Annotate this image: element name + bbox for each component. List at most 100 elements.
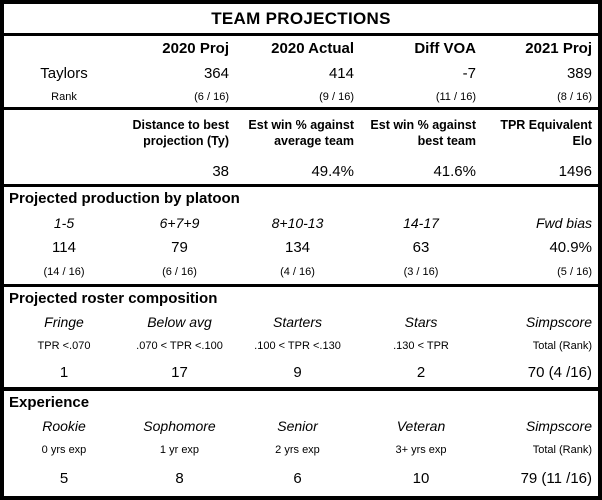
col-header-1-5: 1-5 (53, 214, 75, 231)
roster-section-title: Projected roster composition (9, 289, 218, 307)
rank-label: Rank (51, 90, 77, 103)
summary-rank: (11 / 16) (435, 90, 476, 103)
divider (4, 184, 598, 187)
divider (4, 33, 598, 36)
experience-range: 0 yrs exp (41, 443, 87, 456)
platoon-rank: (4 / 16) (280, 266, 315, 278)
summary-value: 364 (203, 65, 229, 82)
summary-rank: (9 / 16) (319, 90, 354, 103)
metrics-value: 38 (212, 162, 229, 180)
col-header-veteran: Veteran (396, 417, 446, 434)
experience-header-row: Rookie Sophomore Senior Veteran Simpscor… (4, 413, 598, 438)
empty-cell (4, 36, 124, 61)
metrics-header-row: Distance to best projection (Ty) Est win… (4, 110, 598, 158)
platoon-rank: (6 / 16) (162, 266, 197, 278)
roster-range: .070 < TPR <.100 (136, 339, 223, 352)
col-header-8-10-13: 8+10-13 (271, 214, 324, 231)
platoon-header-row: 1-5 6+7+9 8+10-13 14-17 Fwd bias (4, 210, 598, 235)
summary-value: -7 (462, 65, 476, 82)
experience-range: Total (Rank) (532, 443, 592, 456)
summary-value: 414 (328, 65, 354, 82)
experience-values-row: 5 8 6 10 79 (11 /16) (4, 461, 598, 496)
metrics-section: Distance to best projection (Ty) Est win… (4, 110, 598, 184)
platoon-value: 134 (284, 239, 311, 256)
summary-values-row: Taylors 364 414 -7 389 (4, 61, 598, 86)
platoon-rank: (5 / 16) (557, 266, 592, 278)
col-header-6-7-9: 6+7+9 (159, 214, 200, 231)
platoon-section-title: Projected production by platoon (9, 190, 240, 207)
roster-range: Total (Rank) (532, 339, 592, 352)
table-title: TEAM PROJECTIONS (211, 8, 391, 28)
summary-value: 389 (566, 65, 592, 82)
col-header-winpct-best: Est win % against best team (370, 118, 476, 148)
title-row: TEAM PROJECTIONS (4, 4, 598, 33)
summary-section: 2020 Proj 2020 Actual Diff VOA 2021 Proj… (4, 36, 598, 107)
team-name: Taylors (40, 65, 88, 82)
roster-total: 70 (4 /16) (527, 363, 592, 381)
col-header-2021-proj: 2021 Proj (525, 40, 592, 57)
roster-range: TPR <.070 (37, 339, 91, 352)
experience-range: 1 yr exp (159, 443, 200, 456)
roster-range: .100 < TPR <.130 (254, 339, 341, 352)
col-header-fwd-bias: Fwd bias (535, 214, 592, 231)
roster-value: 1 (59, 363, 69, 381)
roster-value: 2 (416, 363, 426, 381)
platoon-rank: (14 / 16) (43, 266, 85, 278)
platoon-section: Projected production by platoon 1-5 6+7+… (4, 187, 598, 284)
roster-section: Projected roster composition Fringe Belo… (4, 287, 598, 387)
platoon-value: 63 (412, 239, 430, 256)
summary-ranks-row: Rank (6 / 16) (9 / 16) (11 / 16) (8 / 16… (4, 86, 598, 107)
roster-ranges-row: TPR <.070 .070 < TPR <.100 .100 < TPR <.… (4, 334, 598, 357)
col-header-distance-best: Distance to best projection (Ty) (132, 118, 229, 148)
experience-value: 8 (175, 470, 184, 487)
col-header-sophomore: Sophomore (143, 417, 216, 434)
col-header-senior: Senior (277, 417, 318, 434)
col-header-winpct-average: Est win % against average team (248, 118, 354, 148)
platoon-value: 79 (171, 239, 188, 256)
roster-range: .130 < TPR (393, 339, 449, 352)
experience-title-row: Experience (4, 391, 598, 413)
platoon-ranks-row: (14 / 16) (6 / 16) (4 / 16) (3 / 16) (5 … (4, 260, 598, 284)
platoon-values-row: 114 79 134 63 40.9% (4, 235, 598, 260)
experience-range: 3+ yrs exp (395, 443, 447, 456)
col-header-below-avg: Below avg (147, 313, 212, 330)
experience-value: 5 (59, 470, 69, 487)
experience-ranges-row: 0 yrs exp 1 yr exp 2 yrs exp 3+ yrs exp … (4, 438, 598, 461)
roster-title-row: Projected roster composition (4, 287, 598, 309)
platoon-rank: (3 / 16) (403, 266, 439, 278)
experience-section: Experience Rookie Sophomore Senior Veter… (4, 391, 598, 496)
platoon-value: 40.9% (549, 239, 592, 256)
col-header-diff-voa: Diff VOA (414, 40, 476, 57)
divider (4, 387, 598, 391)
platoon-value: 114 (52, 239, 76, 256)
experience-total: 79 (11 /16) (520, 470, 592, 487)
col-header-simpscore: Simpscore (525, 313, 592, 330)
experience-value: 10 (412, 470, 430, 487)
col-header-starters: Starters (272, 313, 322, 330)
col-header-stars: Stars (404, 313, 438, 330)
empty-cell (4, 158, 124, 184)
col-header-rookie: Rookie (42, 417, 86, 434)
roster-value: 17 (171, 363, 188, 381)
col-header-14-17: 14-17 (403, 214, 439, 231)
summary-rank: (8 / 16) (557, 90, 592, 103)
summary-header-row: 2020 Proj 2020 Actual Diff VOA 2021 Proj (4, 36, 598, 61)
experience-value: 6 (293, 470, 302, 487)
empty-cell (4, 110, 124, 158)
roster-header-row: Fringe Below avg Starters Stars Simpscor… (4, 309, 598, 334)
col-header-2020-actual: 2020 Actual (271, 40, 354, 57)
experience-range: 2 yrs exp (275, 443, 320, 456)
divider (4, 284, 598, 287)
metrics-value: 41.6% (433, 162, 476, 180)
col-header-simpscore: Simpscore (525, 417, 592, 434)
experience-section-title: Experience (9, 393, 90, 411)
metrics-value: 49.4% (311, 162, 354, 180)
roster-values-row: 1 17 9 2 70 (4 /16) (4, 357, 598, 387)
col-header-tpr-elo: TPR Equivalent Elo (500, 118, 592, 148)
roster-value: 9 (293, 363, 302, 381)
divider (4, 107, 598, 110)
col-header-2020-proj: 2020 Proj (162, 40, 229, 57)
platoon-title-row: Projected production by platoon (4, 187, 598, 210)
summary-rank: (6 / 16) (194, 90, 229, 103)
